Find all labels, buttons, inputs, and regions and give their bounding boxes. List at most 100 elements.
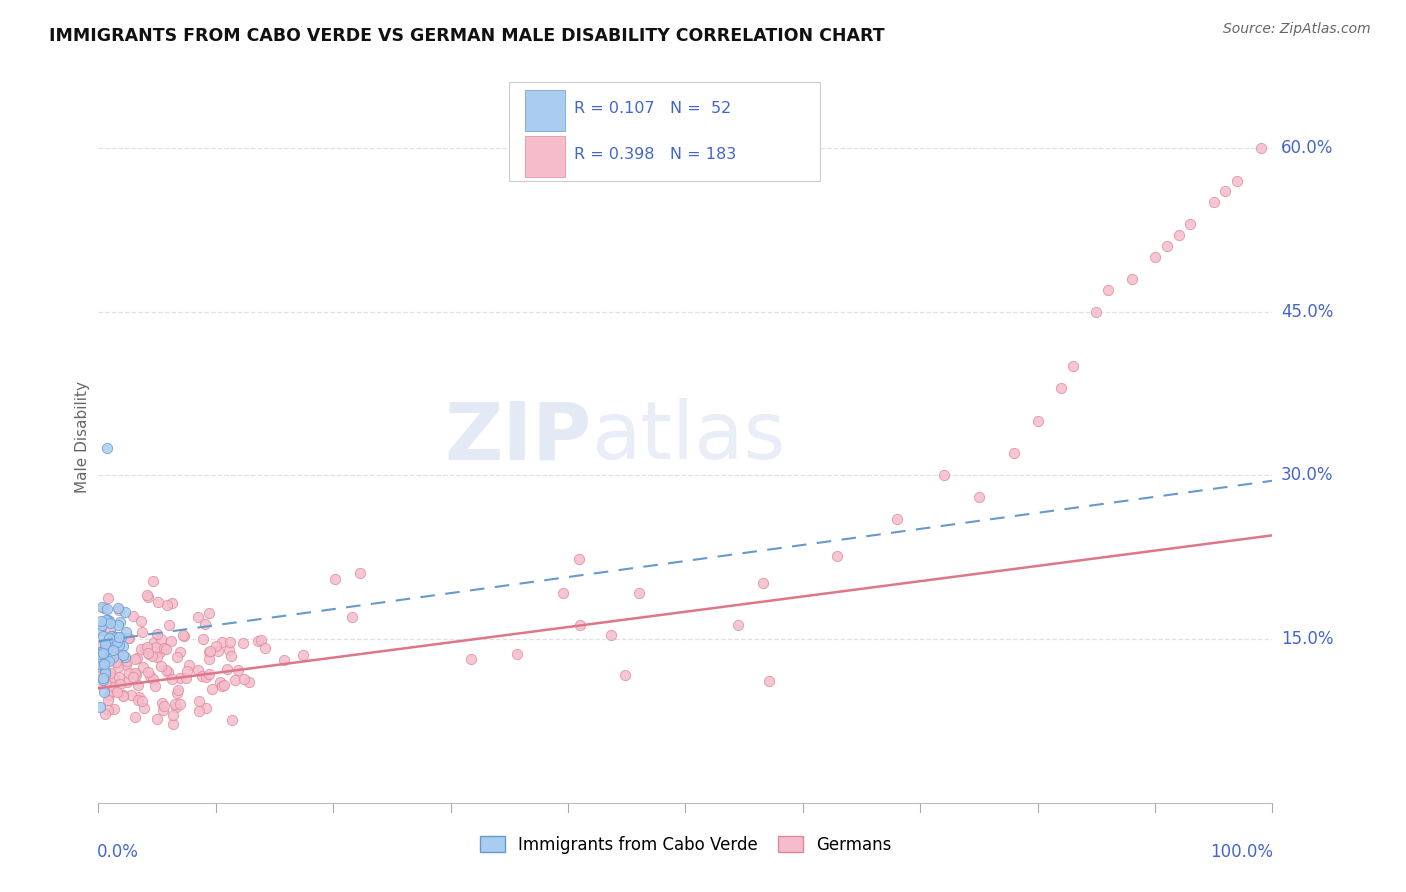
Point <box>98 615 121 630</box>
Point <box>139 669 162 683</box>
Point <box>91 672 114 686</box>
Point <box>89 647 111 661</box>
Point <box>125 651 148 665</box>
Point <box>198 651 221 665</box>
Point <box>127 693 149 707</box>
Point <box>94 642 117 657</box>
Point <box>215 662 238 676</box>
Point <box>90 650 112 665</box>
Point <box>1062 359 1084 373</box>
Point <box>169 671 191 685</box>
Point <box>125 668 148 682</box>
Point <box>127 678 149 692</box>
Point <box>89 623 111 637</box>
Point <box>155 641 177 656</box>
Point <box>201 681 224 696</box>
Point <box>94 707 117 722</box>
Point <box>1180 217 1202 231</box>
Point <box>90 657 112 672</box>
Point <box>1167 228 1189 243</box>
Point <box>825 549 848 563</box>
Point <box>104 630 127 644</box>
Point <box>98 614 121 628</box>
Point <box>98 666 121 681</box>
Point <box>89 676 111 690</box>
Point <box>177 658 200 673</box>
Point <box>108 639 131 653</box>
Point <box>97 654 120 668</box>
Point <box>152 698 174 713</box>
Point <box>107 600 129 615</box>
Point <box>218 643 240 657</box>
Point <box>155 663 177 677</box>
Point <box>195 700 218 714</box>
Point <box>96 614 118 628</box>
Legend: Immigrants from Cabo Verde, Germans: Immigrants from Cabo Verde, Germans <box>472 829 898 860</box>
Point <box>1002 446 1025 460</box>
Point <box>108 631 131 645</box>
Point <box>1226 173 1249 187</box>
Point <box>166 649 188 664</box>
Point <box>224 673 246 687</box>
Point <box>115 654 138 668</box>
Point <box>96 642 118 657</box>
Point <box>1097 283 1119 297</box>
Text: 100.0%: 100.0% <box>1211 843 1274 861</box>
Point <box>98 623 121 637</box>
Point <box>1121 272 1143 286</box>
Point <box>91 629 114 643</box>
Point <box>167 682 190 697</box>
Point <box>108 603 131 617</box>
Point <box>292 648 315 663</box>
Point <box>98 632 121 646</box>
Point <box>553 586 575 600</box>
Y-axis label: Male Disability: Male Disability <box>75 381 90 493</box>
Point <box>131 625 153 640</box>
Point <box>97 703 120 717</box>
Point <box>1156 239 1178 253</box>
Point <box>136 640 159 654</box>
Point <box>94 666 117 681</box>
Point <box>136 646 159 660</box>
Point <box>1026 414 1049 428</box>
Text: IMMIGRANTS FROM CABO VERDE VS GERMAN MALE DISABILITY CORRELATION CHART: IMMIGRANTS FROM CABO VERDE VS GERMAN MAL… <box>49 27 884 45</box>
Point <box>1215 185 1237 199</box>
Text: R = 0.398   N = 183: R = 0.398 N = 183 <box>574 147 737 162</box>
Point <box>886 512 908 526</box>
Point <box>128 690 150 704</box>
Point <box>165 699 187 714</box>
Point <box>568 551 591 566</box>
Point <box>108 677 131 691</box>
Point <box>221 713 243 727</box>
Point <box>107 617 129 632</box>
Point <box>211 679 233 693</box>
Point <box>94 637 117 651</box>
Point <box>103 680 125 694</box>
Point <box>120 688 142 702</box>
Point <box>96 602 118 616</box>
Point <box>143 680 166 694</box>
Point <box>94 650 117 665</box>
Point <box>94 664 117 678</box>
Point <box>146 650 169 665</box>
Point <box>163 697 186 711</box>
Point <box>107 645 129 659</box>
Point <box>751 575 773 590</box>
Point <box>121 670 143 684</box>
Point <box>107 655 129 669</box>
Point <box>238 674 260 689</box>
Point <box>172 628 194 642</box>
Point <box>150 697 173 711</box>
Point <box>1085 304 1108 318</box>
Point <box>149 658 172 673</box>
Text: 60.0%: 60.0% <box>1281 139 1333 157</box>
Point <box>214 678 236 692</box>
Point <box>162 717 184 731</box>
Point <box>96 639 118 653</box>
Point <box>114 605 136 619</box>
Point <box>342 610 364 624</box>
FancyBboxPatch shape <box>509 82 821 181</box>
Point <box>112 688 135 702</box>
Point <box>97 632 120 646</box>
Point <box>94 643 117 657</box>
